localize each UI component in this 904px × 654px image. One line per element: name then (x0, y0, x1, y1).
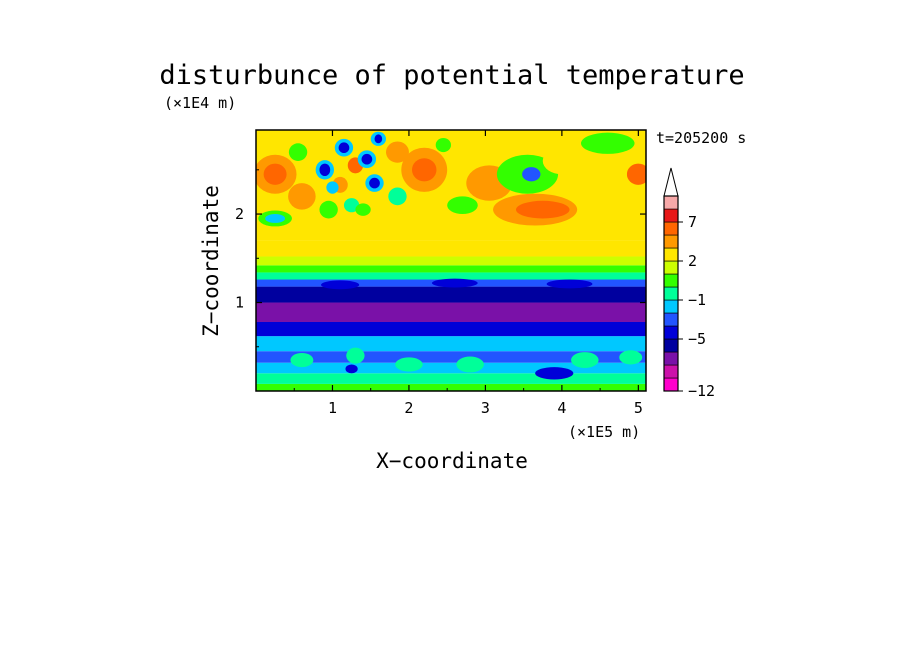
contour-cell (343, 198, 360, 213)
colorbar-swatch (663, 364, 679, 379)
colorbar-swatch (663, 273, 679, 288)
colorbar-swatch (663, 195, 679, 210)
colorbar-swatch (663, 312, 679, 327)
contour-cell (265, 214, 286, 223)
x-axis-label: X−coordinate (376, 449, 528, 473)
contour-cell (338, 142, 350, 154)
contour-band (256, 302, 646, 322)
contour-cell (522, 167, 541, 182)
colorbar-label: 7 (688, 213, 697, 231)
contour-cell (386, 141, 409, 163)
chart-title: disturbunce of potential temperature (159, 60, 744, 91)
contour-cell (355, 203, 371, 216)
contour-cell (456, 356, 484, 373)
colorbar-label: −1 (688, 291, 706, 309)
x-tick-label: 4 (557, 399, 566, 417)
contour-cell (319, 200, 338, 219)
contour-band (256, 383, 646, 391)
colorbar-swatch (663, 338, 679, 353)
colorbar-swatch (663, 208, 679, 223)
contour-cell (395, 357, 423, 372)
colorbar-swatch (663, 377, 679, 392)
contour-band (256, 240, 646, 257)
contour-cell (588, 160, 627, 188)
x-tick-label: 2 (404, 399, 413, 417)
colorbar-swatch (663, 286, 679, 301)
contour-cell (346, 347, 365, 364)
colorbar-swatch (663, 351, 679, 366)
plot-area (256, 130, 646, 391)
contour-cell (290, 352, 314, 368)
x-tick-label: 5 (634, 399, 643, 417)
x-tick-label: 1 (328, 399, 337, 417)
contour-band (256, 256, 646, 266)
colorbar-swatch (663, 260, 679, 275)
colorbar: −12−5−127 (663, 167, 715, 400)
colorbar-frame (663, 195, 679, 392)
x-tick-label: 3 (481, 399, 490, 417)
contour-cell (542, 147, 581, 175)
contour-band (256, 373, 646, 384)
contour-cell (326, 181, 339, 194)
colorbar-swatch (663, 247, 679, 262)
colorbar-swatch (663, 221, 679, 236)
contour-cell (435, 137, 451, 153)
contour-band (256, 272, 646, 280)
contour-cell (345, 364, 358, 374)
contour-cell (288, 183, 316, 210)
contour-cell (374, 134, 383, 144)
y-axis-ticks: 12 (235, 169, 646, 348)
contour-band (256, 336, 646, 352)
colorbar-swatch (663, 234, 679, 249)
contour-cell (546, 279, 593, 289)
contour-band (256, 265, 646, 273)
contour-cell (412, 158, 437, 182)
time-label: t=205200 s (656, 129, 746, 147)
contour-band (256, 321, 646, 337)
x-axis-ticks: 1 2 3 4 5 (293, 130, 643, 417)
contour-cell (516, 200, 570, 219)
contour-cell (626, 163, 646, 185)
colorbar-label: 2 (688, 252, 697, 270)
contour-cell (571, 352, 599, 368)
contour-cell (321, 280, 360, 290)
background-bands (256, 130, 646, 391)
colorbar-swatch (663, 325, 679, 340)
contour-cell (319, 163, 331, 177)
colorbar-label: −5 (688, 330, 706, 348)
y-axis-label: Z−coordinate (199, 185, 223, 337)
colorbar-swatch (663, 299, 679, 314)
contour-band (256, 362, 646, 374)
colorbar-label: −12 (688, 382, 715, 400)
contour-cell (581, 132, 635, 154)
contour-band (256, 351, 646, 363)
contour-cell (288, 143, 308, 161)
contour-band (256, 130, 646, 241)
contour-cell (535, 367, 574, 380)
contour-cell (388, 187, 407, 206)
plot-frame (255, 129, 647, 392)
y-tick-label: 2 (235, 205, 244, 223)
y-axis-unit: (×1E4 m) (164, 94, 236, 112)
contour-cell (263, 163, 287, 185)
contour-cell (369, 177, 380, 189)
x-axis-unit: (×1E5 m) (568, 423, 640, 441)
y-tick-label: 1 (235, 294, 244, 312)
contour-cell (361, 153, 373, 165)
contour-cell (447, 196, 478, 215)
contour-cell (619, 350, 643, 365)
contour-cell (431, 278, 478, 288)
contour-band (256, 286, 646, 303)
contour-features (256, 131, 646, 380)
